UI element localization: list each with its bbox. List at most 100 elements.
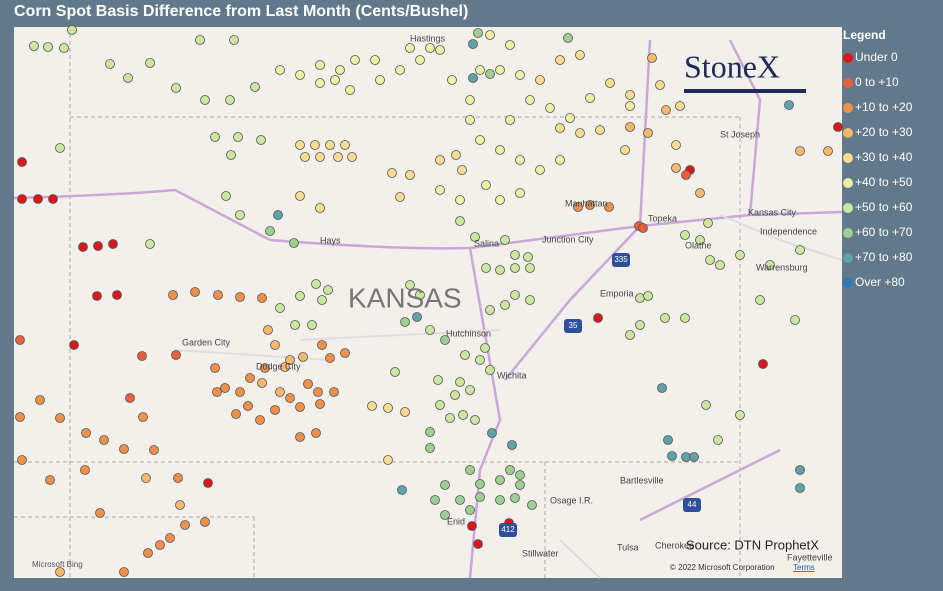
location-dot[interactable]: [450, 390, 460, 400]
location-dot[interactable]: [440, 510, 450, 520]
location-dot[interactable]: [370, 55, 380, 65]
location-dot[interactable]: [661, 105, 671, 115]
location-dot[interactable]: [485, 30, 495, 40]
location-dot[interactable]: [635, 320, 645, 330]
legend-label[interactable]: +30 to +40: [855, 150, 913, 164]
location-dot[interactable]: [221, 191, 231, 201]
location-dot[interactable]: [465, 505, 475, 515]
location-dot[interactable]: [625, 90, 635, 100]
location-dot[interactable]: [475, 492, 485, 502]
location-dot[interactable]: [270, 405, 280, 415]
location-dot[interactable]: [17, 194, 27, 204]
location-dot[interactable]: [510, 250, 520, 260]
location-dot[interactable]: [80, 465, 90, 475]
location-dot[interactable]: [405, 170, 415, 180]
location-dot[interactable]: [510, 493, 520, 503]
location-dot[interactable]: [235, 387, 245, 397]
location-dot[interactable]: [675, 101, 685, 111]
location-dot[interactable]: [480, 343, 490, 353]
location-dot[interactable]: [340, 140, 350, 150]
location-dot[interactable]: [235, 210, 245, 220]
location-dot[interactable]: [455, 495, 465, 505]
location-dot[interactable]: [15, 412, 25, 422]
location-dot[interactable]: [495, 265, 505, 275]
location-dot[interactable]: [625, 330, 635, 340]
location-dot[interactable]: [695, 188, 705, 198]
location-dot[interactable]: [125, 393, 135, 403]
location-dot[interactable]: [195, 35, 205, 45]
location-dot[interactable]: [263, 325, 273, 335]
location-dot[interactable]: [527, 500, 537, 510]
location-dot[interactable]: [137, 351, 147, 361]
location-dot[interactable]: [495, 195, 505, 205]
location-dot[interactable]: [255, 415, 265, 425]
location-dot[interactable]: [69, 340, 79, 350]
location-dot[interactable]: [535, 75, 545, 85]
location-dot[interactable]: [515, 155, 525, 165]
location-dot[interactable]: [245, 373, 255, 383]
location-dot[interactable]: [755, 295, 765, 305]
location-dot[interactable]: [680, 230, 690, 240]
location-dot[interactable]: [657, 383, 667, 393]
location-dot[interactable]: [400, 317, 410, 327]
location-dot[interactable]: [375, 75, 385, 85]
location-dot[interactable]: [350, 55, 360, 65]
location-dot[interactable]: [325, 140, 335, 150]
location-dot[interactable]: [171, 350, 181, 360]
location-dot[interactable]: [119, 567, 129, 577]
location-dot[interactable]: [635, 293, 645, 303]
location-dot[interactable]: [605, 78, 615, 88]
location-dot[interactable]: [655, 80, 665, 90]
terms-link[interactable]: Terms: [793, 563, 815, 572]
location-dot[interactable]: [210, 132, 220, 142]
location-dot[interactable]: [535, 165, 545, 175]
location-dot[interactable]: [405, 43, 415, 53]
location-dot[interactable]: [468, 73, 478, 83]
location-dot[interactable]: [735, 410, 745, 420]
location-dot[interactable]: [310, 140, 320, 150]
location-dot[interactable]: [175, 500, 185, 510]
location-dot[interactable]: [475, 135, 485, 145]
location-dot[interactable]: [765, 260, 775, 270]
location-dot[interactable]: [505, 465, 515, 475]
legend-label[interactable]: Over +80: [855, 275, 905, 289]
location-dot[interactable]: [505, 40, 515, 50]
location-dot[interactable]: [295, 191, 305, 201]
location-dot[interactable]: [190, 287, 200, 297]
location-dot[interactable]: [695, 235, 705, 245]
location-dot[interactable]: [510, 290, 520, 300]
location-dot[interactable]: [465, 465, 475, 475]
location-dot[interactable]: [295, 402, 305, 412]
location-dot[interactable]: [515, 70, 525, 80]
location-dot[interactable]: [705, 255, 715, 265]
location-dot[interactable]: [55, 567, 65, 577]
location-dot[interactable]: [345, 85, 355, 95]
location-dot[interactable]: [300, 152, 310, 162]
location-dot[interactable]: [555, 55, 565, 65]
location-dot[interactable]: [330, 75, 340, 85]
location-dot[interactable]: [638, 223, 648, 233]
location-dot[interactable]: [383, 403, 393, 413]
location-dot[interactable]: [701, 400, 711, 410]
location-dot[interactable]: [311, 428, 321, 438]
location-dot[interactable]: [681, 170, 691, 180]
location-dot[interactable]: [323, 285, 333, 295]
location-dot[interactable]: [663, 435, 673, 445]
location-dot[interactable]: [515, 470, 525, 480]
location-dot[interactable]: [523, 252, 533, 262]
legend-label[interactable]: +40 to +50: [855, 175, 913, 189]
location-dot[interactable]: [465, 115, 475, 125]
location-dot[interactable]: [275, 65, 285, 75]
legend-label[interactable]: +50 to +60: [855, 200, 913, 214]
location-dot[interactable]: [525, 263, 535, 273]
location-dot[interactable]: [400, 407, 410, 417]
location-dot[interactable]: [510, 263, 520, 273]
location-dot[interactable]: [289, 238, 299, 248]
location-dot[interactable]: [78, 242, 88, 252]
location-dot[interactable]: [226, 150, 236, 160]
location-dot[interactable]: [256, 135, 266, 145]
legend-label[interactable]: +60 to +70: [855, 225, 913, 239]
location-dot[interactable]: [468, 39, 478, 49]
location-dot[interactable]: [145, 58, 155, 68]
location-dot[interactable]: [475, 479, 485, 489]
